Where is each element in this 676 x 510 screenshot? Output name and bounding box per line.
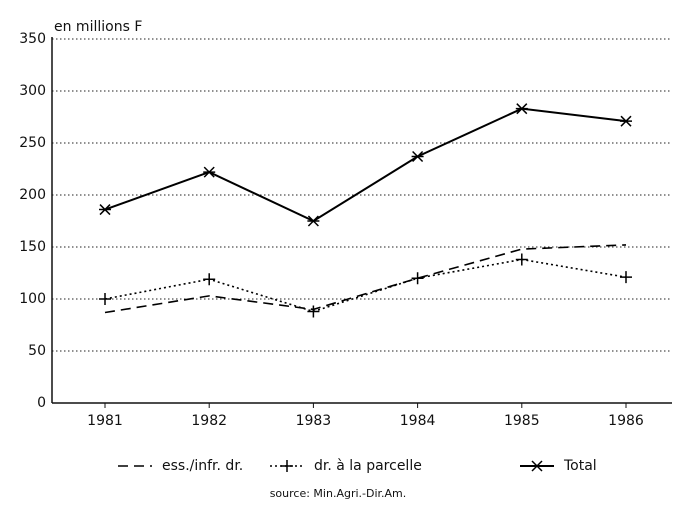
x-tick-label: 1985 — [504, 413, 540, 429]
y-tick-label: 100 — [19, 291, 46, 307]
marker — [99, 293, 111, 305]
series-line — [104, 244, 627, 314]
y-tick-label: 0 — [37, 395, 46, 411]
marker — [531, 460, 543, 472]
marker — [203, 166, 216, 178]
series-line — [104, 258, 627, 313]
marker — [99, 204, 111, 216]
y-axis-label: en millions F — [54, 19, 142, 35]
series-line — [104, 107, 627, 223]
source: source: Min.Agri.-Dir.Am. — [270, 487, 407, 500]
x-tick-label: 1984 — [400, 413, 436, 429]
marker — [515, 103, 528, 115]
marker — [203, 273, 216, 286]
x-tick-label: 1983 — [296, 413, 332, 429]
marker — [411, 150, 424, 163]
marker — [307, 305, 320, 318]
x-tick-label: 1981 — [87, 413, 123, 429]
marker — [281, 460, 293, 472]
x-tick-label: 1986 — [608, 413, 644, 429]
y-tick-label: 300 — [19, 83, 46, 99]
y-tick-label: 50 — [28, 343, 46, 359]
marker — [515, 253, 528, 266]
x-tick-label: 1982 — [191, 413, 227, 429]
y-tick-label: 150 — [19, 239, 46, 255]
legend-label: Total — [563, 458, 597, 474]
y-tick-label: 350 — [19, 31, 46, 47]
marker — [620, 271, 632, 284]
legend-label: dr. à la parcelle — [314, 458, 422, 474]
y-tick-label: 250 — [19, 135, 46, 151]
marker — [620, 115, 632, 127]
legend-label: ess./infr. dr. — [162, 458, 243, 474]
marker — [307, 215, 320, 227]
marker — [411, 272, 424, 285]
y-tick-label: 200 — [19, 187, 46, 203]
